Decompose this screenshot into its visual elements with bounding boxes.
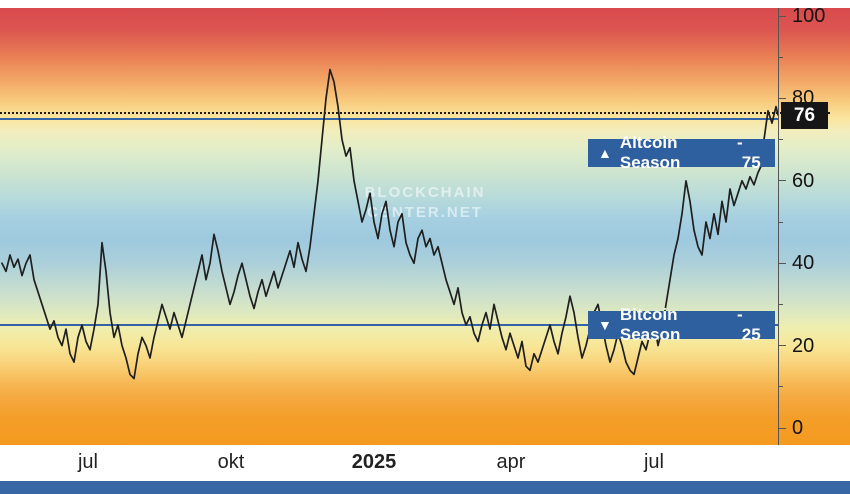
y-tick (779, 262, 786, 264)
y-tick (779, 97, 786, 99)
bitcoin-season-badge: ▼ Bitcoin Season - 25 (588, 305, 775, 344)
y-tick-label: 100 (792, 5, 826, 27)
season-gradient-background (0, 8, 850, 445)
altcoin-separator: - (737, 133, 743, 152)
altcoin-season-value: - 75 (737, 133, 765, 173)
altcoin-season-label: Altcoin Season (619, 133, 681, 172)
y-tick (779, 427, 786, 429)
bitcoin-separator: - (737, 305, 743, 324)
bitcoin-threshold-number: 25 (741, 325, 761, 344)
x-tick-label: jul (77, 451, 99, 473)
current-value-dotted-line (0, 111, 830, 114)
triangle-down-icon: ▼ (598, 317, 612, 333)
x-tick-label: apr (496, 451, 526, 473)
triangle-up-icon: ▲ (598, 145, 612, 161)
y-tick (779, 139, 783, 141)
x-tick-label: jul (643, 451, 665, 473)
y-tick-label: 0 (792, 417, 804, 439)
x-axis-labels: jul okt 2025 apr jul (0, 451, 850, 477)
x-tick-label: 2025 (351, 451, 397, 473)
y-tick (779, 56, 783, 58)
altcoin-season-badge: ▲ Altcoin Season - 75 (588, 133, 775, 172)
y-tick (779, 386, 783, 388)
bitcoin-season-label: Bitcoin Season (619, 305, 681, 344)
y-tick (779, 15, 786, 17)
y-tick (779, 303, 783, 305)
footer-bar (0, 481, 850, 494)
altcoin-threshold-line (0, 118, 778, 120)
y-tick (779, 221, 783, 223)
current-value-badge: 76 (781, 101, 828, 129)
y-tick-label: 20 (792, 334, 815, 357)
bitcoin-season-value: - 25 (737, 305, 765, 345)
y-tick-label: 60 (792, 169, 815, 192)
y-tick-label: 40 (792, 252, 815, 275)
altcoin-threshold-number: 75 (741, 153, 761, 172)
y-tick (779, 345, 786, 347)
x-tick-label: okt (217, 451, 245, 473)
y-tick (779, 180, 786, 182)
y-axis (778, 8, 779, 445)
